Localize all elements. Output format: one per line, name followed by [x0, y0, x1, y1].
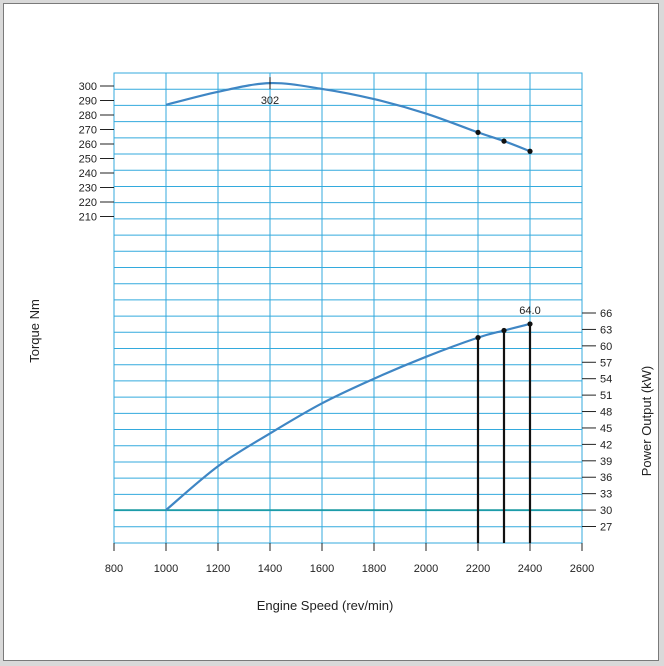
torque-tick-label: 210 — [79, 212, 97, 224]
torque-tick-label: 220 — [79, 197, 97, 209]
power-tick-label: 36 — [600, 472, 612, 484]
axes — [100, 85, 596, 551]
power-tick-label: 45 — [600, 423, 612, 435]
power-tick-label: 48 — [600, 407, 612, 419]
x-tick-label: 2200 — [466, 563, 490, 575]
power-tick-label: 57 — [600, 357, 612, 369]
x-tick-label: 1800 — [362, 563, 386, 575]
torque-point-2300 — [501, 138, 507, 144]
vertical-bars — [476, 323, 532, 543]
x-tick-label: 2000 — [414, 563, 438, 575]
torque-tick-label: 290 — [79, 96, 97, 108]
x-axis-title: Engine Speed (rev/min) — [257, 598, 394, 613]
chart-frame: 302 64.0 800 1000 1200 1400 1600 1800 2000 2200 24… — [3, 3, 659, 661]
power-tick-label: 54 — [600, 374, 612, 386]
torque-tick-label: 300 — [79, 81, 97, 93]
power-tick-label: 42 — [600, 439, 612, 451]
power-tick-label: 27 — [600, 522, 612, 534]
torque-tick-label: 260 — [79, 139, 97, 151]
power-tick-label: 63 — [600, 324, 612, 336]
engine-performance-chart: 302 64.0 800 1000 1200 1400 1600 1800 2000 2200 24… — [27, 72, 654, 613]
power-point-2200 — [475, 335, 481, 341]
y-axis-left-title: Torque Nm — [27, 299, 42, 363]
torque-tick-label: 270 — [79, 125, 97, 137]
power-line — [165, 322, 531, 511]
torque-tick-label: 280 — [79, 110, 97, 122]
torque-tick-label: 240 — [79, 168, 97, 180]
power-point-2300 — [501, 327, 507, 334]
torque-peak-label: 302 — [261, 95, 279, 107]
power-tick-label: 51 — [600, 390, 612, 402]
y-axis-right-title: Power Output (kW) — [639, 366, 654, 477]
power-tick-label: 39 — [600, 456, 612, 468]
torque-tick-label: 230 — [79, 183, 97, 195]
x-tick-label: 800 — [105, 563, 123, 575]
x-tick-label: 1600 — [310, 563, 334, 575]
torque-line — [165, 81, 531, 153]
power-tick-label: 66 — [600, 308, 612, 320]
x-tick-label: 2600 — [570, 563, 594, 575]
torque-point-2400 — [527, 148, 533, 154]
torque-point-2200 — [475, 129, 481, 135]
x-tick-label: 1200 — [206, 563, 230, 575]
torque-tick-label: 250 — [79, 154, 97, 166]
plot-border — [113, 72, 583, 544]
series-lines — [165, 81, 531, 511]
series-markers — [269, 77, 533, 341]
power-point-2400 — [527, 321, 533, 327]
labels: 302 64.0 800 1000 1200 1400 1600 1800 2000 2200 24… — [79, 81, 613, 575]
power-tick-label: 30 — [600, 505, 612, 517]
x-tick-label: 1000 — [154, 563, 178, 575]
x-tick-label: 2400 — [518, 563, 542, 575]
power-tick-label: 33 — [600, 489, 612, 501]
power-tick-label: 60 — [600, 341, 612, 353]
power-peak-label: 64.0 — [519, 305, 540, 317]
x-tick-label: 1400 — [258, 563, 282, 575]
